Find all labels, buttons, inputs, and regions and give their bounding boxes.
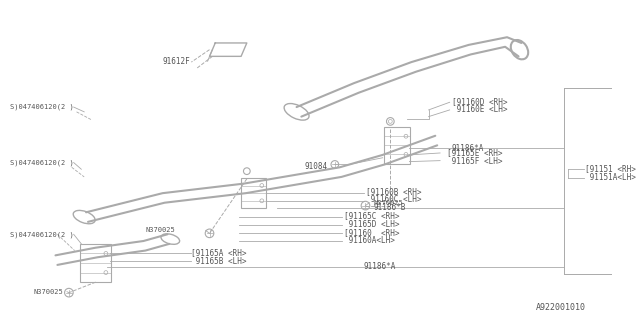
Text: 91151A<LH>: 91151A<LH> xyxy=(586,173,636,182)
Text: [91165A <RH>: [91165A <RH> xyxy=(191,248,247,257)
Text: 91165D <LH>: 91165D <LH> xyxy=(344,220,400,229)
Text: 91165B <LH>: 91165B <LH> xyxy=(191,257,247,266)
Text: [91160  <RH>: [91160 <RH> xyxy=(344,228,400,237)
Text: N370025: N370025 xyxy=(33,289,63,295)
Text: [91160D <RH>: [91160D <RH> xyxy=(452,97,507,106)
Text: S)047406120(2 ): S)047406120(2 ) xyxy=(10,104,74,110)
Text: [91160B <RH>: [91160B <RH> xyxy=(367,187,422,196)
Text: S)047406120(2 ): S)047406120(2 ) xyxy=(10,231,74,237)
Text: 91160C <LH>: 91160C <LH> xyxy=(367,195,422,204)
Text: 91612F: 91612F xyxy=(163,57,190,66)
Text: [91165C <RH>: [91165C <RH> xyxy=(344,212,400,220)
Text: 91084: 91084 xyxy=(304,162,327,171)
Text: A922001010: A922001010 xyxy=(536,303,586,312)
Text: N370025: N370025 xyxy=(373,200,403,206)
Text: 91160E <LH>: 91160E <LH> xyxy=(452,105,507,115)
Text: 91160A<LH>: 91160A<LH> xyxy=(344,236,396,245)
Text: N370025: N370025 xyxy=(145,227,175,233)
Text: [91165E <RH>: [91165E <RH> xyxy=(447,148,502,157)
Text: 91165F <LH>: 91165F <LH> xyxy=(447,157,502,166)
Text: 91186*A: 91186*A xyxy=(452,144,484,153)
Text: 91186*A: 91186*A xyxy=(364,262,396,271)
Text: [91151 <RH>: [91151 <RH> xyxy=(586,164,636,173)
Text: 91186*B: 91186*B xyxy=(373,203,406,212)
Text: S)047406120(2 ): S)047406120(2 ) xyxy=(10,159,74,166)
